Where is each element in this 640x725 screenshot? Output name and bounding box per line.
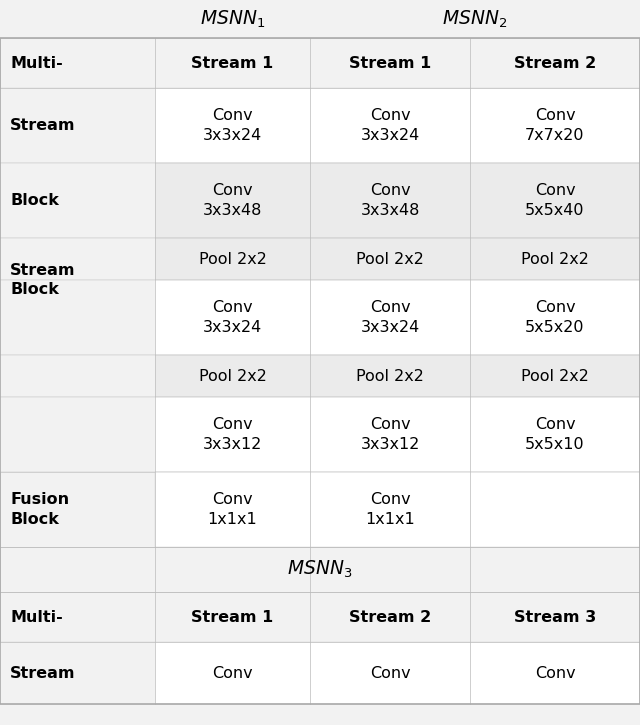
- Text: Pool 2x2: Pool 2x2: [521, 368, 589, 384]
- Text: Conv
3x3x24: Conv 3x3x24: [203, 109, 262, 143]
- Bar: [0, 163, 155, 238]
- Text: Multi-: Multi-: [10, 56, 63, 70]
- Text: Conv
3x3x24: Conv 3x3x24: [360, 109, 420, 143]
- Bar: [0, 642, 640, 704]
- Text: Conv
5x5x20: Conv 5x5x20: [525, 300, 585, 335]
- Text: Conv
3x3x24: Conv 3x3x24: [203, 300, 262, 335]
- Text: Stream: Stream: [10, 118, 76, 133]
- Text: Pool 2x2: Pool 2x2: [521, 252, 589, 267]
- Text: Conv
1x1x1: Conv 1x1x1: [365, 492, 415, 526]
- Bar: [0, 0, 640, 38]
- Bar: [0, 238, 640, 280]
- Bar: [0, 238, 155, 280]
- Text: Conv
5x5x40: Conv 5x5x40: [525, 183, 585, 218]
- Text: Pool 2x2: Pool 2x2: [356, 252, 424, 267]
- Text: Conv
1x1x1: Conv 1x1x1: [207, 492, 257, 526]
- Text: Conv
3x3x12: Conv 3x3x12: [203, 418, 262, 452]
- Text: Stream: Stream: [10, 666, 76, 681]
- Bar: [0, 397, 155, 472]
- Text: Pool 2x2: Pool 2x2: [198, 368, 266, 384]
- Text: $\mathit{MSNN}_2$: $\mathit{MSNN}_2$: [442, 9, 508, 30]
- Text: Conv: Conv: [212, 666, 253, 681]
- Bar: [0, 280, 640, 355]
- Bar: [0, 547, 640, 592]
- Bar: [0, 355, 155, 397]
- Text: Conv
3x3x48: Conv 3x3x48: [360, 183, 420, 218]
- Text: Stream 3: Stream 3: [514, 610, 596, 624]
- Text: Conv
3x3x12: Conv 3x3x12: [360, 418, 420, 452]
- Text: Pool 2x2: Pool 2x2: [198, 252, 266, 267]
- Text: Conv
7x7x20: Conv 7x7x20: [525, 109, 585, 143]
- Text: Conv
3x3x24: Conv 3x3x24: [360, 300, 420, 335]
- Text: Stream 1: Stream 1: [191, 610, 274, 624]
- Bar: [0, 472, 640, 547]
- Text: Conv: Conv: [534, 666, 575, 681]
- Text: Stream 1: Stream 1: [191, 56, 274, 70]
- Text: Conv
5x5x10: Conv 5x5x10: [525, 418, 585, 452]
- Text: Stream
Block: Stream Block: [10, 263, 76, 297]
- Text: $\mathit{MSNN}_3$: $\mathit{MSNN}_3$: [287, 559, 353, 580]
- Text: Pool 2x2: Pool 2x2: [356, 368, 424, 384]
- Bar: [0, 88, 640, 163]
- Bar: [0, 38, 640, 88]
- Bar: [0, 592, 640, 642]
- Bar: [0, 280, 155, 355]
- Text: Multi-: Multi-: [10, 610, 63, 624]
- Text: Fusion
Block: Fusion Block: [10, 492, 69, 526]
- Bar: [155, 472, 640, 547]
- Text: Stream 2: Stream 2: [349, 610, 431, 624]
- Bar: [0, 88, 155, 163]
- Bar: [0, 163, 640, 238]
- Bar: [0, 355, 640, 397]
- Text: Stream 1: Stream 1: [349, 56, 431, 70]
- Text: Conv: Conv: [370, 666, 410, 681]
- Text: Block: Block: [10, 193, 59, 208]
- Text: Conv
3x3x48: Conv 3x3x48: [203, 183, 262, 218]
- Text: Stream 2: Stream 2: [514, 56, 596, 70]
- Bar: [0, 642, 155, 704]
- Bar: [0, 397, 640, 472]
- Text: $\mathit{MSNN}_1$: $\mathit{MSNN}_1$: [200, 9, 265, 30]
